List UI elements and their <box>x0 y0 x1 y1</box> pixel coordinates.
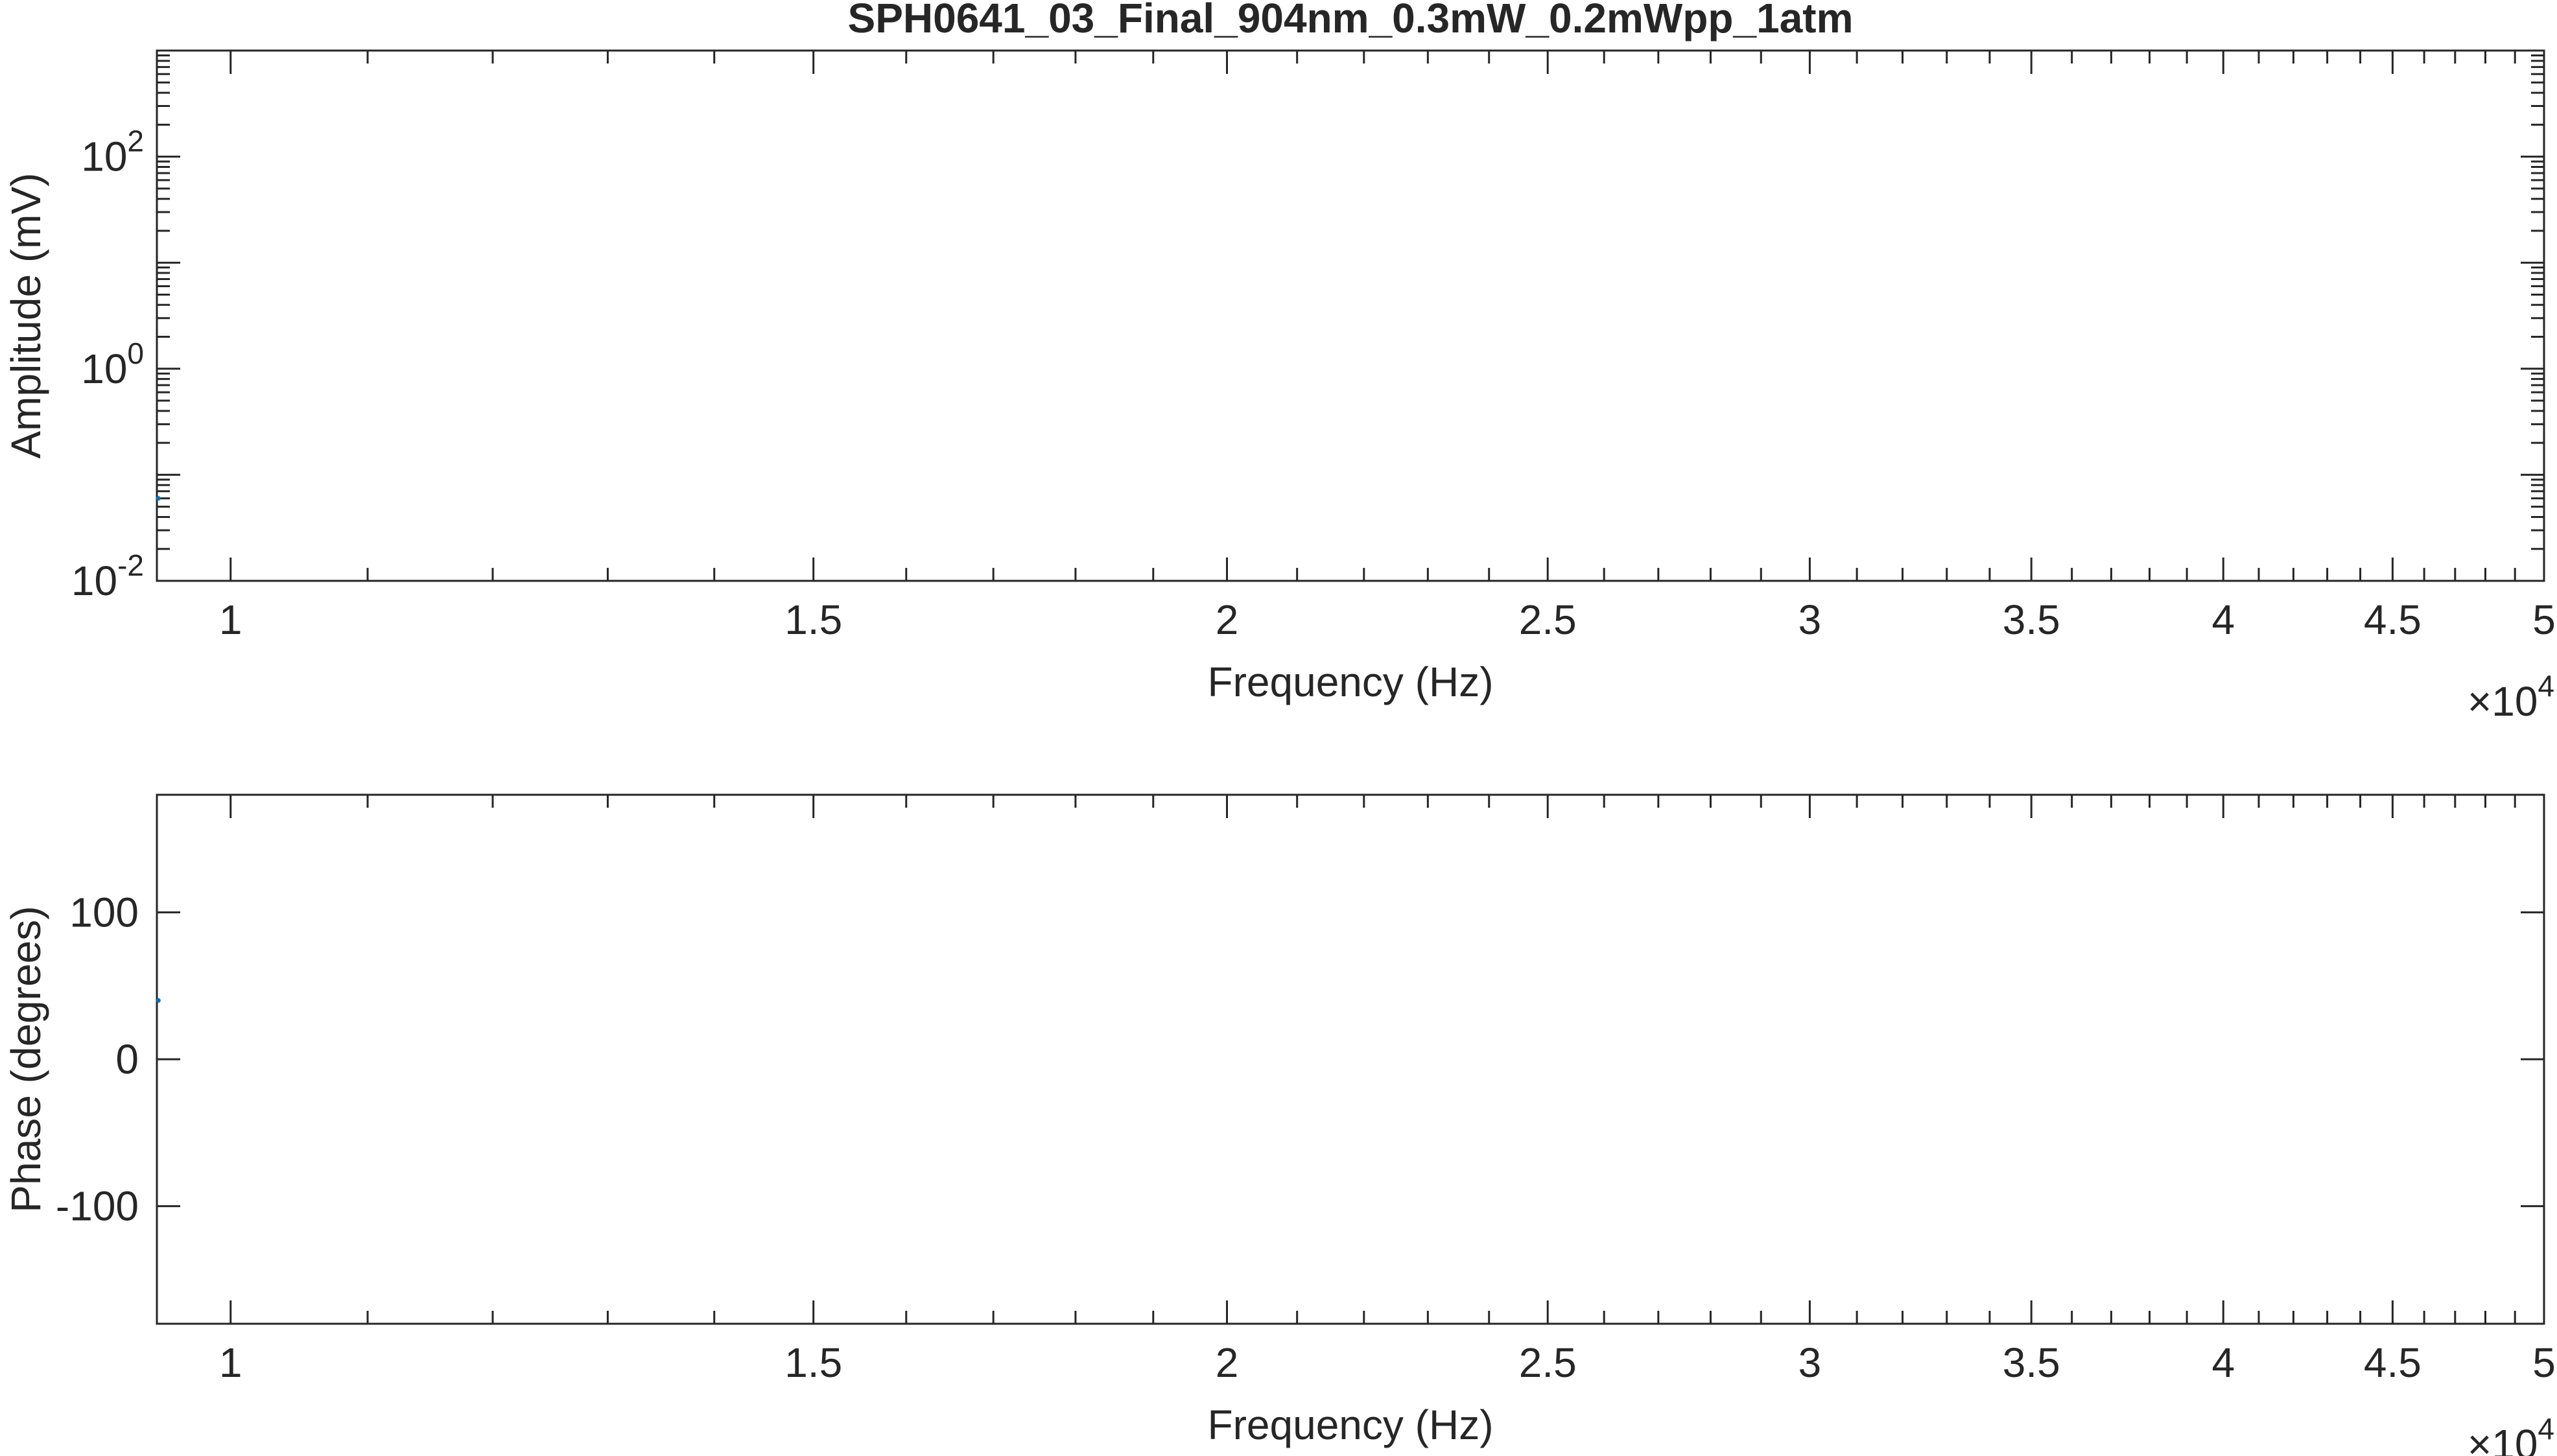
x-exponent-label: ×104 <box>2468 669 2554 725</box>
y-tick-label: 0 <box>115 1036 139 1083</box>
y-tick-label: 100 <box>69 889 139 935</box>
y-tick-label: -100 <box>56 1183 139 1230</box>
x-tick-label: 4 <box>2211 596 2235 643</box>
axes-box <box>156 49 2545 582</box>
y-tick-label: 100 <box>81 336 144 392</box>
x-tick-label: 3 <box>1798 1339 1822 1386</box>
x-tick-label: 3.5 <box>2003 1339 2060 1386</box>
x-tick-label: 4 <box>2211 1339 2235 1386</box>
x-tick-label: 2 <box>1216 596 1239 643</box>
plot-1: SPH0641_03_Final_904nm_0.3mW_0.2mWpp_1at… <box>3 0 2556 725</box>
plot-2: 1 1.5 2 2.5 3 3.5 4 4.5 5 Frequency (Hz) ×104 100 0 -… <box>3 793 2556 1456</box>
x-tick-label: 1.5 <box>784 1339 842 1386</box>
x-tick-label: 4.5 <box>2364 1339 2421 1386</box>
y-tick-label: 102 <box>81 124 144 180</box>
y-axis-label: Amplitude (mV) <box>3 173 49 459</box>
x-tick-label: 1 <box>219 1339 242 1386</box>
x-tick-label: 3 <box>1798 596 1822 643</box>
x-axis-label: Frequency (Hz) <box>1208 659 1494 705</box>
x-axis-label: Frequency (Hz) <box>1208 1402 1494 1448</box>
x-tick-label: 2 <box>1216 1339 1239 1386</box>
chart-title: SPH0641_03_Final_904nm_0.3mW_0.2mWpp_1at… <box>848 0 1854 41</box>
x-tick-label: 5 <box>2532 1339 2556 1386</box>
x-tick-label: 1 <box>219 596 242 643</box>
x-tick-label: 1.5 <box>784 596 842 643</box>
x-tick-label: 2.5 <box>1519 596 1577 643</box>
y-axis-label: Phase (degrees) <box>3 906 49 1212</box>
data-point <box>156 998 161 1003</box>
y-tick-label: 10-2 <box>71 548 144 604</box>
data-point <box>156 496 161 501</box>
x-tick-label: 2.5 <box>1519 1339 1577 1386</box>
x-tick-label: 3.5 <box>2003 596 2060 643</box>
x-tick-label: 4.5 <box>2364 596 2421 643</box>
x-exponent-label: ×104 <box>2468 1412 2554 1456</box>
x-tick-label: 5 <box>2532 596 2556 643</box>
